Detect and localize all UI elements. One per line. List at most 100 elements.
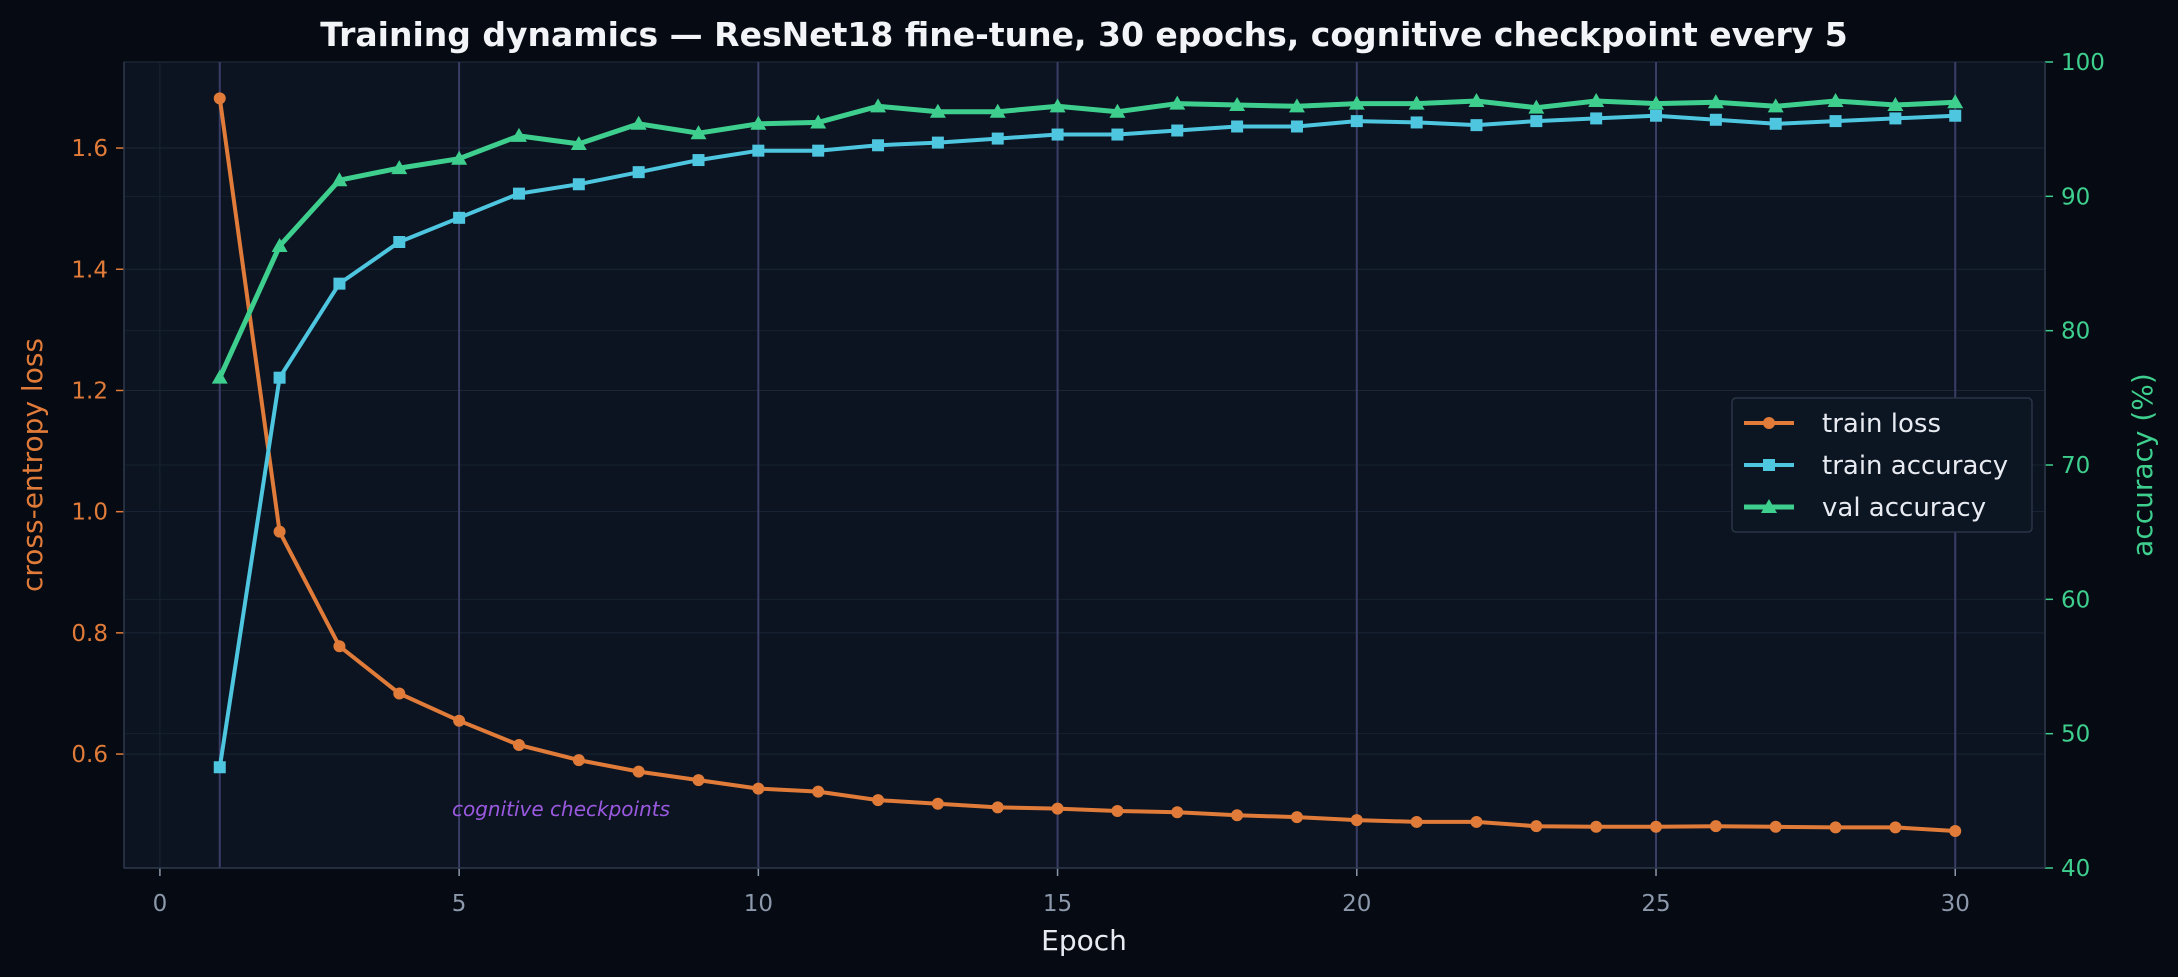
y-right-tick-label: 90 [2061, 184, 2090, 210]
series-line [217, 98, 1956, 379]
legend-marker [1763, 459, 1775, 471]
data-point [752, 144, 765, 157]
y-right-tick-label: 60 [2061, 587, 2090, 613]
y-axis-right-label: accuracy (%) [2126, 373, 2159, 557]
x-tick-label: 20 [1342, 891, 1371, 917]
data-point [872, 139, 885, 152]
data-point [1769, 117, 1782, 130]
legend-marker [1763, 417, 1775, 429]
data-point [1769, 820, 1782, 833]
data-point [1889, 821, 1902, 834]
legend-marker [1761, 499, 1777, 513]
axes: 0 5 10 15 20 25 30 0.6 0.8 1.0 1.2 1.4 1.6 40 50 60 70 80… [71, 50, 2104, 917]
data-point [213, 761, 226, 774]
data-point [872, 794, 885, 807]
data-point [1829, 115, 1842, 128]
data-point [1827, 92, 1844, 107]
data-point [1468, 92, 1485, 107]
series-line [217, 98, 1956, 833]
y-axis-left-label: cross-entropy loss [16, 338, 49, 592]
data-point [1051, 128, 1064, 141]
data-point [991, 132, 1004, 145]
data-point [1350, 115, 1363, 128]
legend-label: train loss [1822, 409, 1941, 439]
x-axis-label: Epoch [1041, 924, 1127, 957]
data-point [333, 640, 346, 653]
data-point [1348, 95, 1365, 110]
y-right-tick-label: 80 [2061, 319, 2090, 345]
data-point [1169, 95, 1186, 110]
data-point [1111, 805, 1124, 818]
data-point [453, 211, 466, 224]
data-point [1949, 109, 1962, 122]
data-point [451, 150, 468, 165]
data-point [1410, 815, 1423, 828]
data-point [1949, 825, 1962, 838]
data-point [1709, 113, 1722, 126]
y-right-tick-label: 70 [2061, 453, 2090, 479]
series-line [217, 113, 1956, 768]
data-point [1410, 116, 1423, 129]
data-point [931, 797, 944, 810]
data-point [393, 687, 406, 700]
data-point [752, 782, 765, 795]
checkpoint-annotation: cognitive checkpoints [452, 797, 670, 821]
data-point [512, 738, 525, 751]
y-left-tick-label: 1.2 [71, 378, 108, 404]
data-point [213, 92, 226, 105]
data-point [1109, 103, 1126, 118]
data-point [931, 136, 944, 149]
y-left-tick-label: 0.6 [71, 742, 108, 768]
data-point [333, 277, 346, 290]
data-point [1049, 98, 1066, 113]
data-point [1290, 120, 1303, 133]
data-point [1350, 814, 1363, 827]
chart-title: Training dynamics — ResNet18 fine-tune, … [320, 15, 1848, 54]
legend-item: val accuracy [1744, 493, 1986, 523]
y-left-tick-label: 1.0 [71, 500, 108, 526]
data-point [1590, 820, 1603, 833]
data-point [1470, 815, 1483, 828]
data-point [1767, 98, 1784, 113]
y-left-tick-label: 1.6 [71, 136, 108, 162]
checkpoint-lines [218, 62, 1957, 868]
data-point [1470, 119, 1483, 132]
data-point [572, 754, 585, 767]
y-right-tick-label: 40 [2061, 856, 2090, 882]
series-train-loss [213, 92, 1962, 838]
x-tick-label: 25 [1641, 891, 1670, 917]
data-point [1231, 120, 1244, 133]
data-point [1111, 128, 1124, 141]
data-point [1229, 96, 1246, 111]
data-point [632, 765, 645, 778]
data-point [690, 125, 707, 140]
legend-label: train accuracy [1822, 451, 2008, 481]
data-point [1588, 92, 1605, 107]
legend-box [1731, 397, 2033, 533]
legend-item: train accuracy [1744, 451, 2008, 481]
legend: train loss train accuracy val accuracy [1731, 397, 2033, 533]
data-point [630, 115, 647, 130]
data-point [991, 801, 1004, 814]
data-point [570, 135, 587, 150]
data-point [393, 236, 406, 249]
data-point [929, 103, 946, 118]
data-point [750, 115, 767, 130]
data-point [1171, 124, 1184, 137]
data-point [1947, 94, 1964, 109]
data-point [273, 371, 286, 384]
data-point [692, 774, 705, 787]
data-point [870, 98, 887, 113]
data-point [1648, 95, 1665, 110]
series-val-accuracy [211, 92, 1964, 384]
x-tick-label: 10 [744, 891, 773, 917]
data-point [572, 178, 585, 191]
data-point [1288, 98, 1305, 113]
data-point [510, 127, 527, 142]
x-tick-label: 5 [452, 891, 467, 917]
data-point [331, 172, 348, 187]
legend-item: train loss [1744, 409, 1941, 439]
data-point [1887, 96, 1904, 111]
y-right-tick-label: 50 [2061, 722, 2090, 748]
